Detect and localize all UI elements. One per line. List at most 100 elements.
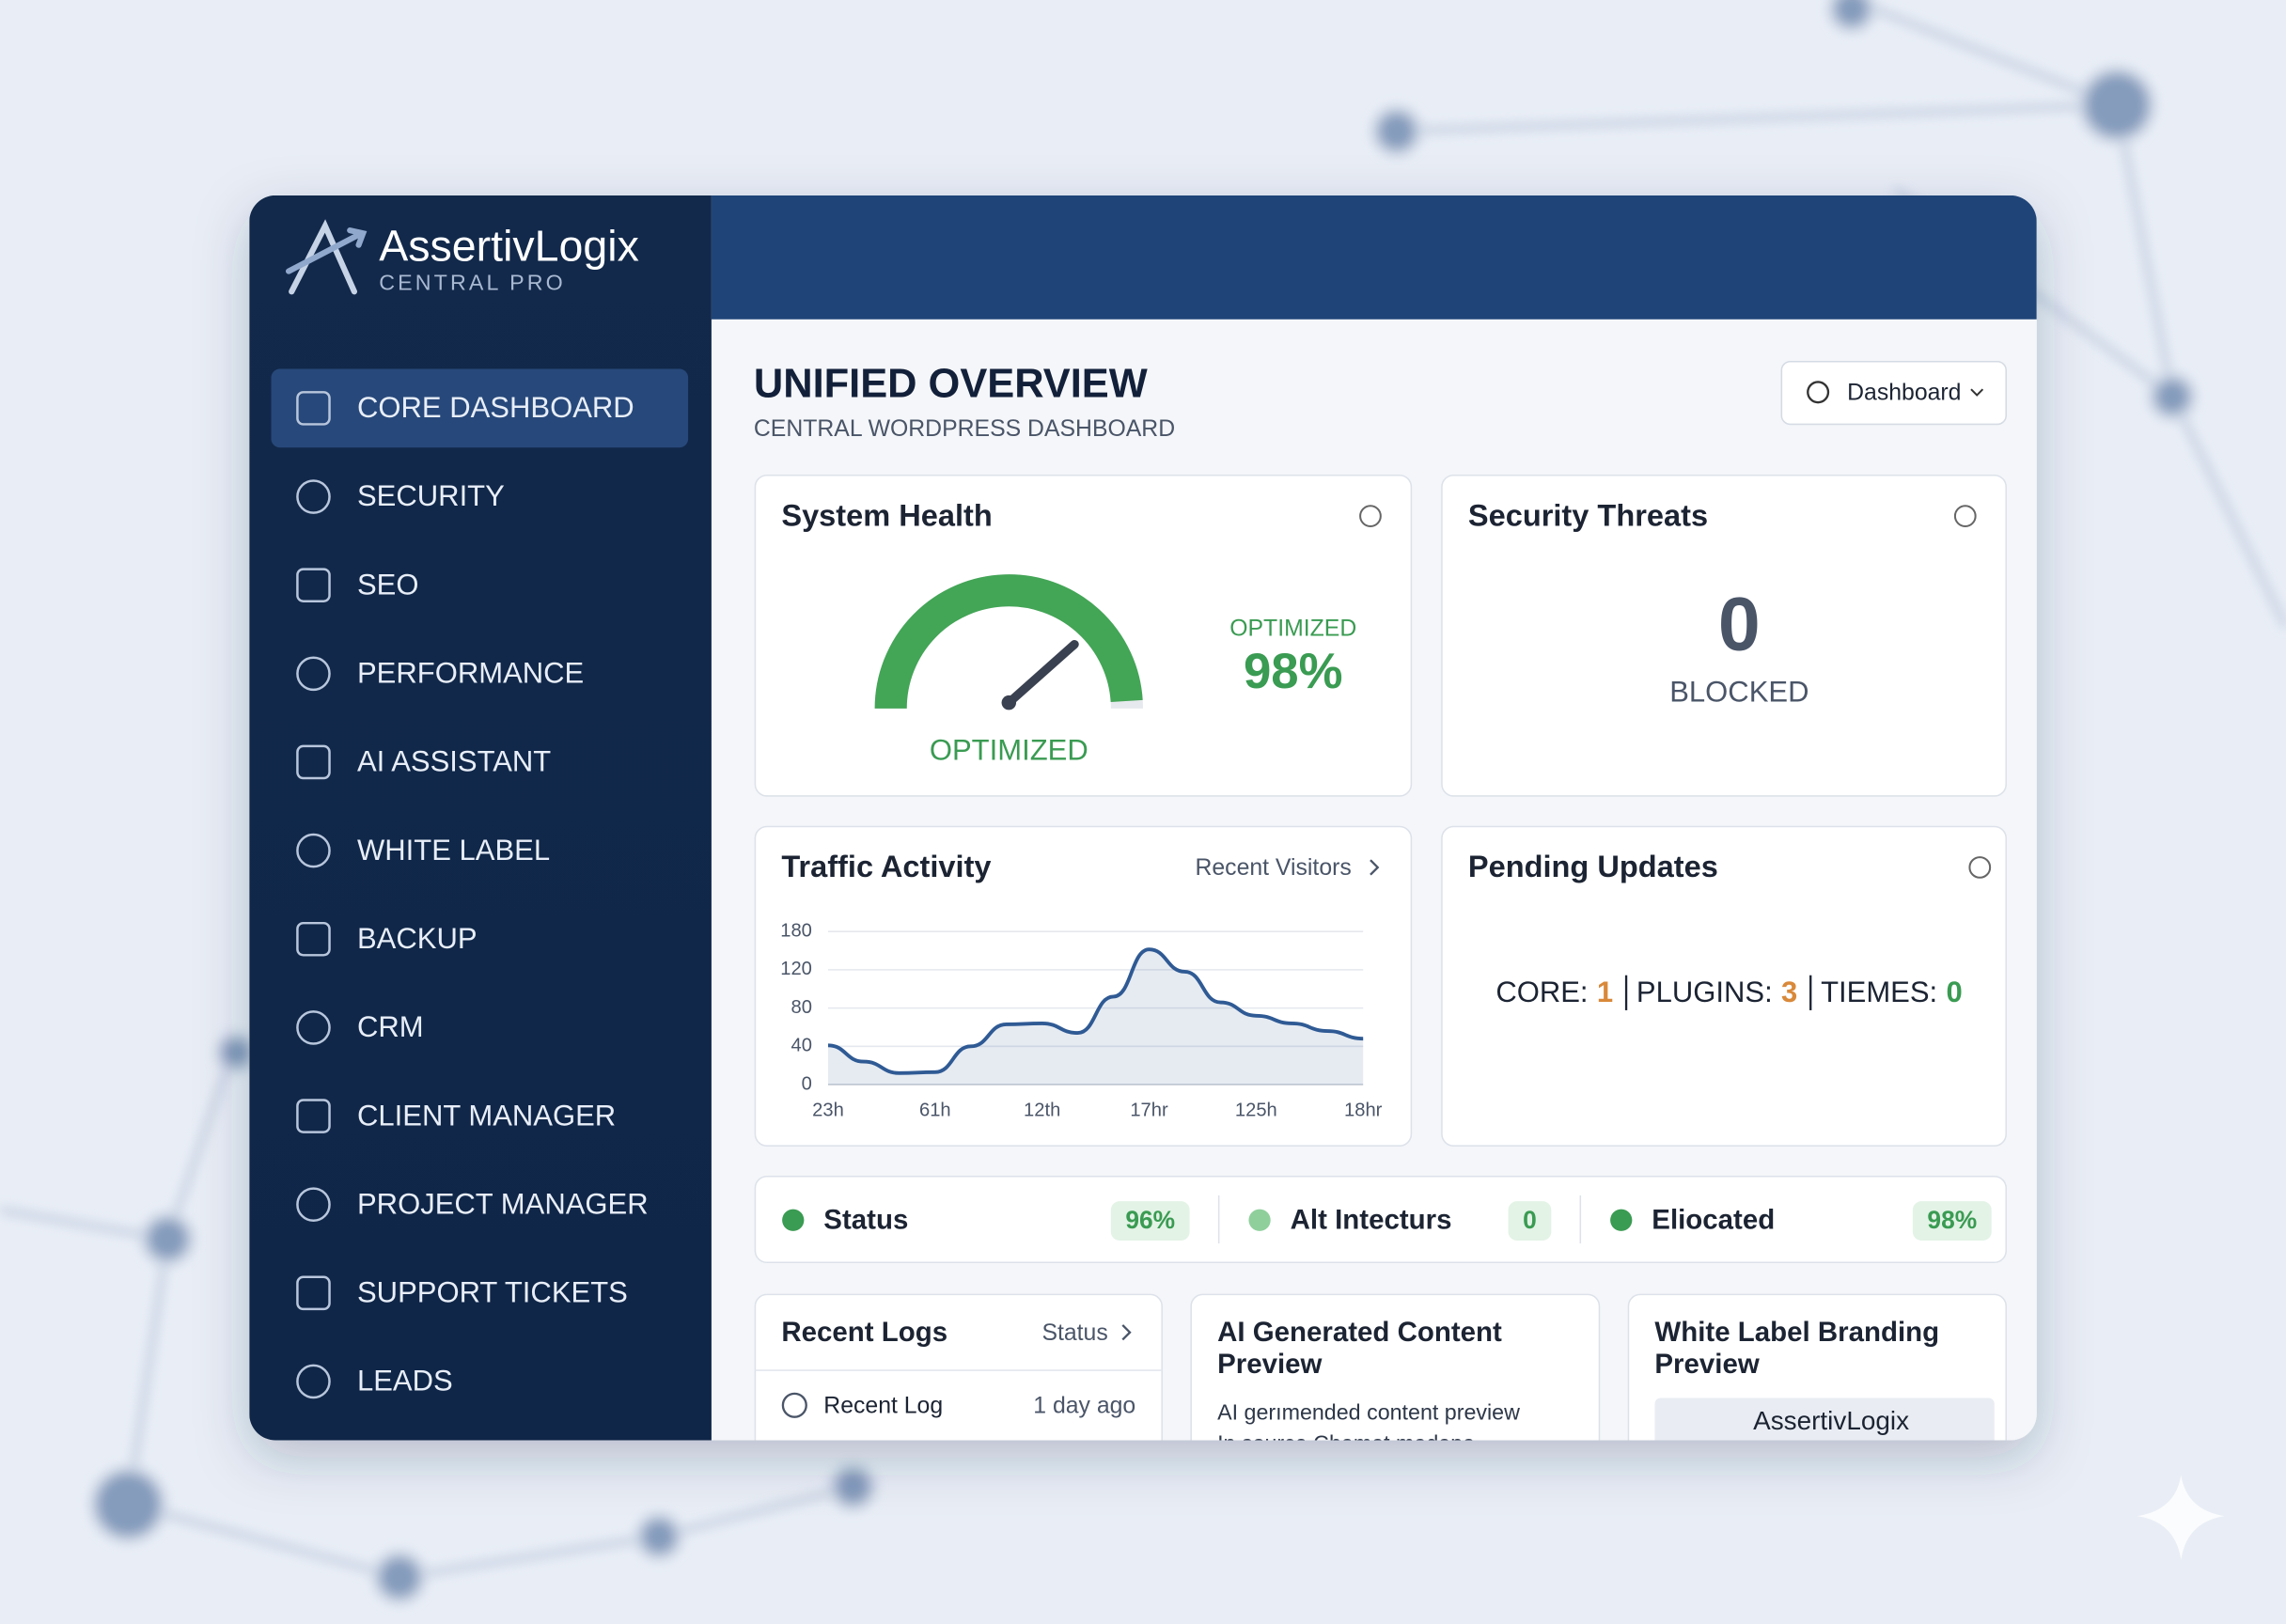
chevron — [1370, 859, 1380, 876]
x-tick-label: 17hr — [1130, 1100, 1168, 1120]
log-label[interactable]: Recent Log — [823, 1393, 943, 1418]
nav-label[interactable]: SECURITY — [357, 479, 505, 512]
gauge-hub — [1001, 695, 1017, 710]
page-subtitle: CENTRAL WORDPRESS DASHBOARD — [754, 416, 1175, 442]
update-label: PLUGINS: — [1636, 976, 1773, 1008]
card-title: Preview — [1217, 1349, 1322, 1380]
status-dot — [782, 1209, 805, 1231]
nav-item[interactable]: PROJECT MANAGER — [296, 1187, 649, 1222]
nav-item[interactable]: BACKUP — [296, 921, 478, 957]
dropdown-icon — [1807, 381, 1830, 404]
card-title: Pending Updates — [1468, 850, 1718, 883]
white-label-card — [1627, 1293, 2007, 1441]
status-name: Eliocated — [1652, 1205, 1775, 1236]
card-title: AI Generated Content — [1217, 1317, 1502, 1348]
status-name: Alt Intecturs — [1291, 1205, 1452, 1236]
update-count: 1 — [1597, 976, 1613, 1008]
dropdown-caret — [1970, 388, 1984, 397]
gauge-needle — [1004, 639, 1079, 708]
page-title: UNIFIED OVERVIEW — [754, 362, 1148, 407]
traffic-card — [754, 825, 1413, 1147]
window-content: AssertivLogix CENTRAL PRO CORE DASHBOARD… — [249, 195, 2037, 1441]
traffic-chart: 0 40 80 120 180 23h 61h 12th 17hr 125h 18hr — [780, 921, 1382, 1121]
status-dot — [1248, 1209, 1271, 1231]
y-tick-label: 180 — [780, 921, 812, 942]
history-icon — [781, 1392, 807, 1418]
nav-item[interactable]: SECURITY — [296, 479, 505, 514]
status-bar — [754, 1175, 2007, 1264]
nav-item[interactable]: CORE DASHBOARD — [271, 368, 689, 448]
card-title: Recent Logs — [781, 1317, 947, 1348]
status-value: 0 — [1523, 1206, 1537, 1234]
nav-label[interactable]: PROJECT MANAGER — [357, 1187, 649, 1220]
nav-item[interactable]: LEADS — [296, 1364, 453, 1399]
nav-label[interactable]: CORE DASHBOARD — [357, 391, 634, 424]
nav-label[interactable]: SEO — [357, 568, 419, 601]
update-label: CORE: — [1495, 976, 1588, 1008]
dropdown-box[interactable] — [1780, 360, 2007, 426]
traffic-link[interactable]: Recent Visitors — [1195, 855, 1351, 881]
nav-label[interactable]: CRM — [357, 1010, 424, 1043]
status-pill — [1110, 1201, 1190, 1241]
health-status: OPTIMIZED — [1229, 617, 1356, 642]
y-tick-label: 0 — [802, 1073, 812, 1094]
nav-active-bg[interactable] — [271, 368, 689, 448]
sparkle — [2137, 1475, 2225, 1560]
update-count: 0 — [1946, 976, 1962, 1008]
nav-label[interactable]: PERFORMANCE — [357, 657, 584, 690]
nav-label[interactable]: LEADS — [357, 1365, 453, 1398]
nav-icon — [296, 1010, 331, 1045]
card-title: Security Threats — [1468, 498, 1708, 532]
nav-label[interactable]: AI ASSISTANT — [357, 745, 551, 778]
status-value: 98% — [1927, 1206, 1977, 1234]
nav-item[interactable]: SUPPORT TICKETS — [296, 1275, 628, 1311]
status-value: 96% — [1125, 1206, 1175, 1234]
nav-icon — [296, 656, 331, 692]
dropdown-label[interactable]: Dashboard — [1847, 380, 1961, 405]
nav-item[interactable]: WHITE LABEL — [296, 833, 550, 868]
card-title: System Health — [781, 498, 992, 532]
x-tick-label: 18hr — [1344, 1100, 1383, 1120]
gauge-arc — [874, 574, 1143, 710]
nav-list: CORE DASHBOARD SECURITY SEO PERFORMANCE AI A… — [271, 368, 689, 1399]
logs-card — [754, 1293, 1163, 1441]
x-tick-label: 23h — [812, 1100, 844, 1120]
traffic-line — [827, 947, 1364, 1075]
card-title: Preview — [1654, 1349, 1759, 1380]
top-bar — [711, 195, 2037, 320]
nav-label[interactable]: CLIENT MANAGER — [357, 1099, 616, 1132]
nav-label[interactable]: WHITE LABEL — [357, 834, 550, 867]
nav-icon — [296, 1187, 331, 1222]
nav-item[interactable]: AI ASSISTANT — [296, 744, 551, 780]
brand-subtitle: CENTRAL PRO — [379, 271, 566, 295]
ai-card — [1190, 1293, 1601, 1441]
nav-icon — [296, 833, 331, 868]
nav-item[interactable]: SEO — [296, 568, 419, 602]
nav-label[interactable]: BACKUP — [357, 922, 478, 955]
nav-icon — [296, 568, 331, 602]
nav-item[interactable]: PERFORMANCE — [296, 656, 584, 692]
logs-link[interactable]: Status — [1041, 1320, 1107, 1346]
status-items: Status 96% Alt Intecturs 0 Eliocated 98% — [782, 1195, 1992, 1244]
brand-preview-box — [1654, 1398, 1995, 1441]
nav-icon — [296, 1364, 331, 1399]
gauge-label: OPTIMIZED — [930, 734, 1088, 767]
nav-label[interactable]: SUPPORT TICKETS — [357, 1276, 628, 1309]
info-icon[interactable] — [1359, 505, 1382, 528]
info-icon[interactable] — [1968, 856, 1992, 879]
brand-preview: AssertivLogix — [1753, 1406, 1909, 1435]
chevron — [1121, 1324, 1132, 1341]
card-title: Traffic Activity — [781, 850, 991, 883]
nav-item[interactable]: CLIENT MANAGER — [296, 1099, 616, 1133]
health-value: 98% — [1244, 644, 1343, 699]
info-icon[interactable] — [1953, 505, 1977, 528]
threat-label: BLOCKED — [1669, 676, 1808, 709]
dropdown[interactable]: Dashboard — [1780, 360, 2007, 426]
threat-count: 0 — [1718, 582, 1761, 666]
log-time: 1 day ago — [1033, 1393, 1135, 1418]
nav-item[interactable]: CRM — [296, 1010, 424, 1045]
x-tick-label: 61h — [919, 1100, 951, 1120]
